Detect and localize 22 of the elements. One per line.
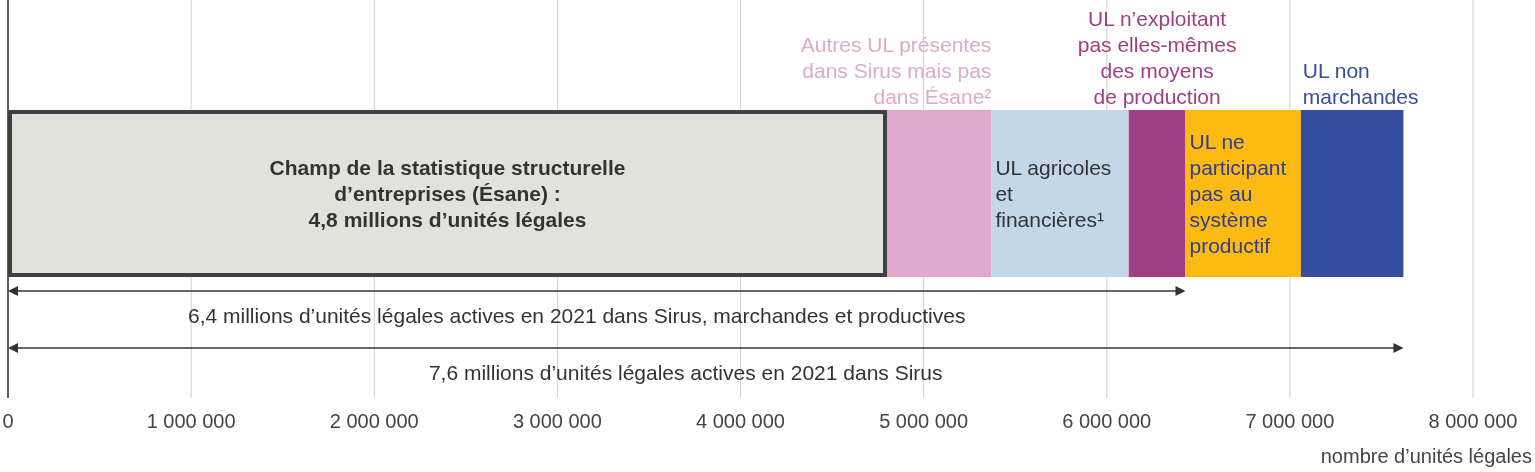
bar: [887, 110, 992, 277]
x-tick-label: 7 000 000: [1245, 410, 1335, 432]
text: 7,6 millions d’unités légales actives en 2021 dans Sirus: [428, 361, 943, 384]
x-tick-label: 1 000 000: [146, 410, 236, 432]
x-tick-label: 2 000 000: [329, 410, 419, 432]
text: 6,4 millions d’unités légales actives en 2021 dans Sirus, marchandes et productives: [188, 304, 966, 327]
bar: [1300, 110, 1404, 277]
series-label: UL non marchandes: [1302, 59, 1419, 108]
x-tick-label: 0: [2, 410, 14, 432]
x-tick-label: 8 000 000: [1428, 410, 1518, 432]
x-axis-title: nombre d’unités légales: [1320, 445, 1532, 467]
bar: [1128, 110, 1186, 277]
series-label: Champ de la statistique structurelle d’entreprises (Ésane) : 4,8 millions d’unités légales: [269, 155, 626, 231]
x-tick-label: 4 000 000: [696, 410, 785, 432]
x-tick-label: 6 000 000: [1062, 410, 1152, 432]
x-tick-label: 3 000 000: [512, 410, 602, 432]
series-label: UL ne participant pas au système productif: [1189, 129, 1287, 257]
bar: [991, 110, 1129, 277]
text: UL n’exploitant pas elles-mêmes des moyens de production: [1077, 7, 1237, 108]
series-label: Autres UL présentes dans Sirus mais pas dans Ésane²: [800, 33, 992, 108]
series-label: UL agricoles et financières¹: [995, 155, 1112, 231]
x-tick-label: 5 000 000: [879, 410, 969, 432]
